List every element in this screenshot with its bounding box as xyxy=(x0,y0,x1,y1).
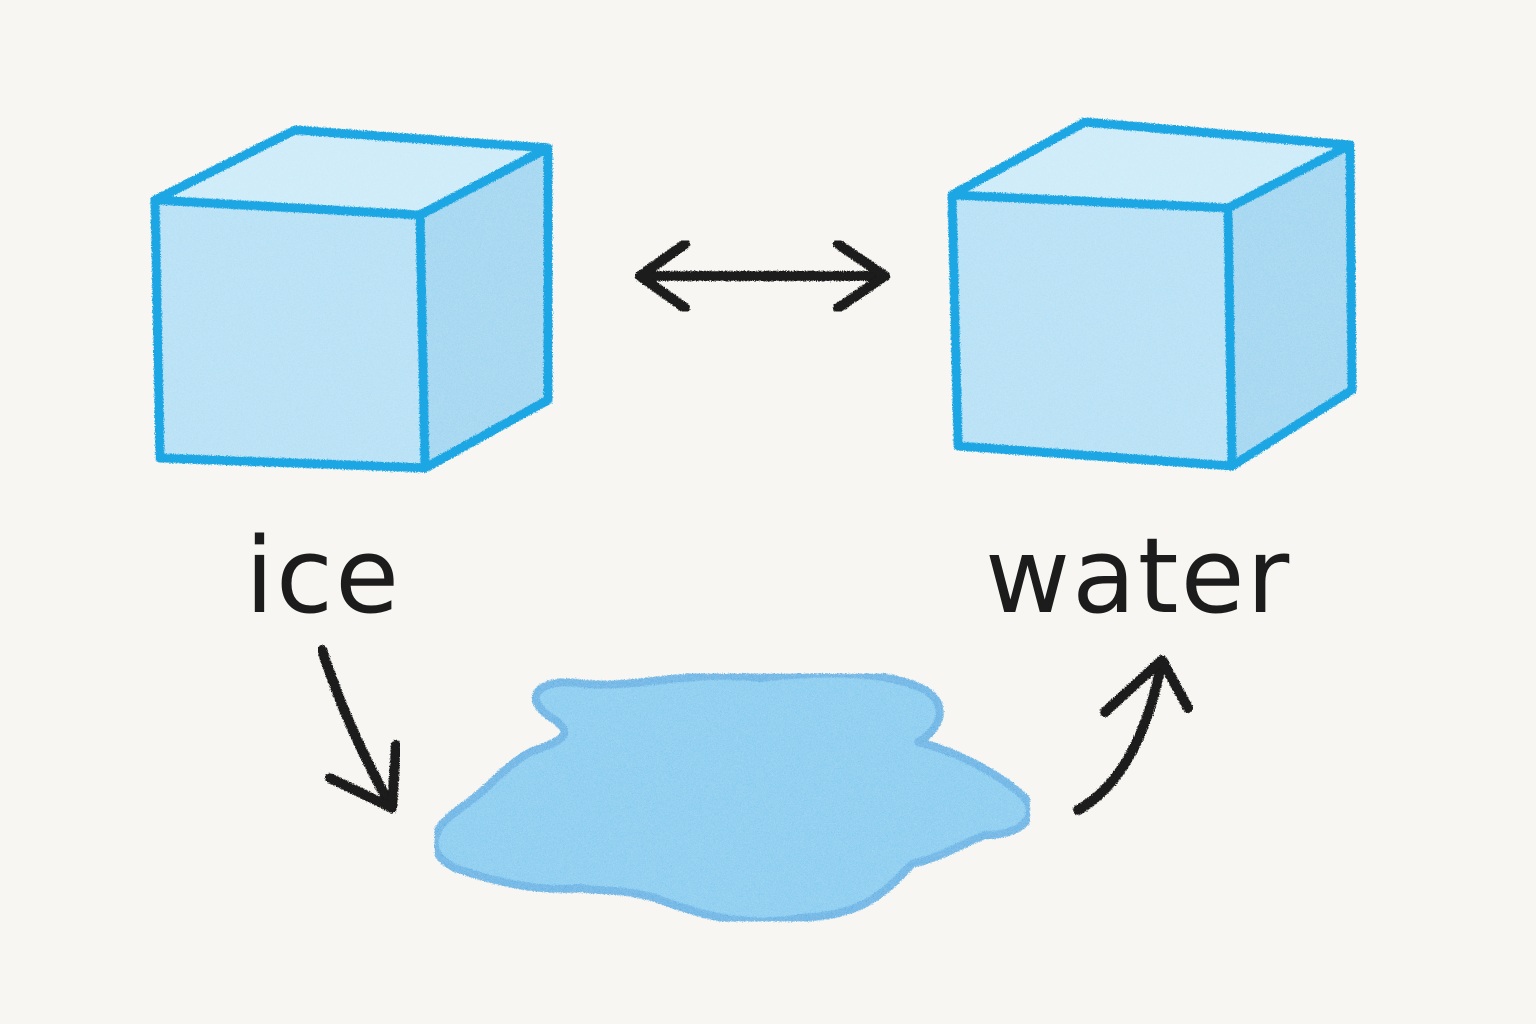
right-ice-cube xyxy=(947,117,1357,471)
label-ice: ice xyxy=(245,515,401,637)
ice-cube-icon xyxy=(947,117,1357,471)
water-puddle-icon xyxy=(430,669,1034,926)
melt-arrow xyxy=(317,645,401,813)
label-water: water xyxy=(985,515,1291,637)
curved-arrow-down-icon xyxy=(317,645,401,813)
water-puddle xyxy=(430,669,1034,926)
double-headed-arrow xyxy=(635,239,890,313)
left-ice-cube xyxy=(150,125,553,473)
curved-arrow-up-icon xyxy=(1073,655,1193,815)
double-headed-arrow-icon xyxy=(635,239,890,313)
freeze-arrow xyxy=(1073,655,1193,815)
ice-cube-icon xyxy=(150,125,553,473)
